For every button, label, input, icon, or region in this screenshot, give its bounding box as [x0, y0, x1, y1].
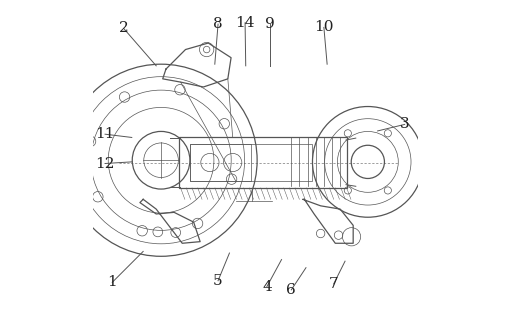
Text: 4: 4 — [262, 280, 272, 294]
Text: 14: 14 — [236, 16, 255, 30]
Bar — [179, 137, 346, 188]
Text: 5: 5 — [213, 274, 223, 288]
Text: 7: 7 — [329, 277, 338, 291]
Bar — [191, 144, 313, 181]
Text: 12: 12 — [96, 157, 115, 170]
Bar — [191, 144, 250, 181]
Text: 3: 3 — [400, 117, 409, 131]
Text: 2: 2 — [119, 21, 128, 35]
Text: 10: 10 — [314, 20, 334, 34]
Text: 11: 11 — [96, 127, 115, 141]
Text: 8: 8 — [213, 17, 223, 31]
Text: 6: 6 — [287, 283, 296, 297]
Text: 1: 1 — [107, 275, 117, 289]
Text: 9: 9 — [265, 17, 275, 31]
